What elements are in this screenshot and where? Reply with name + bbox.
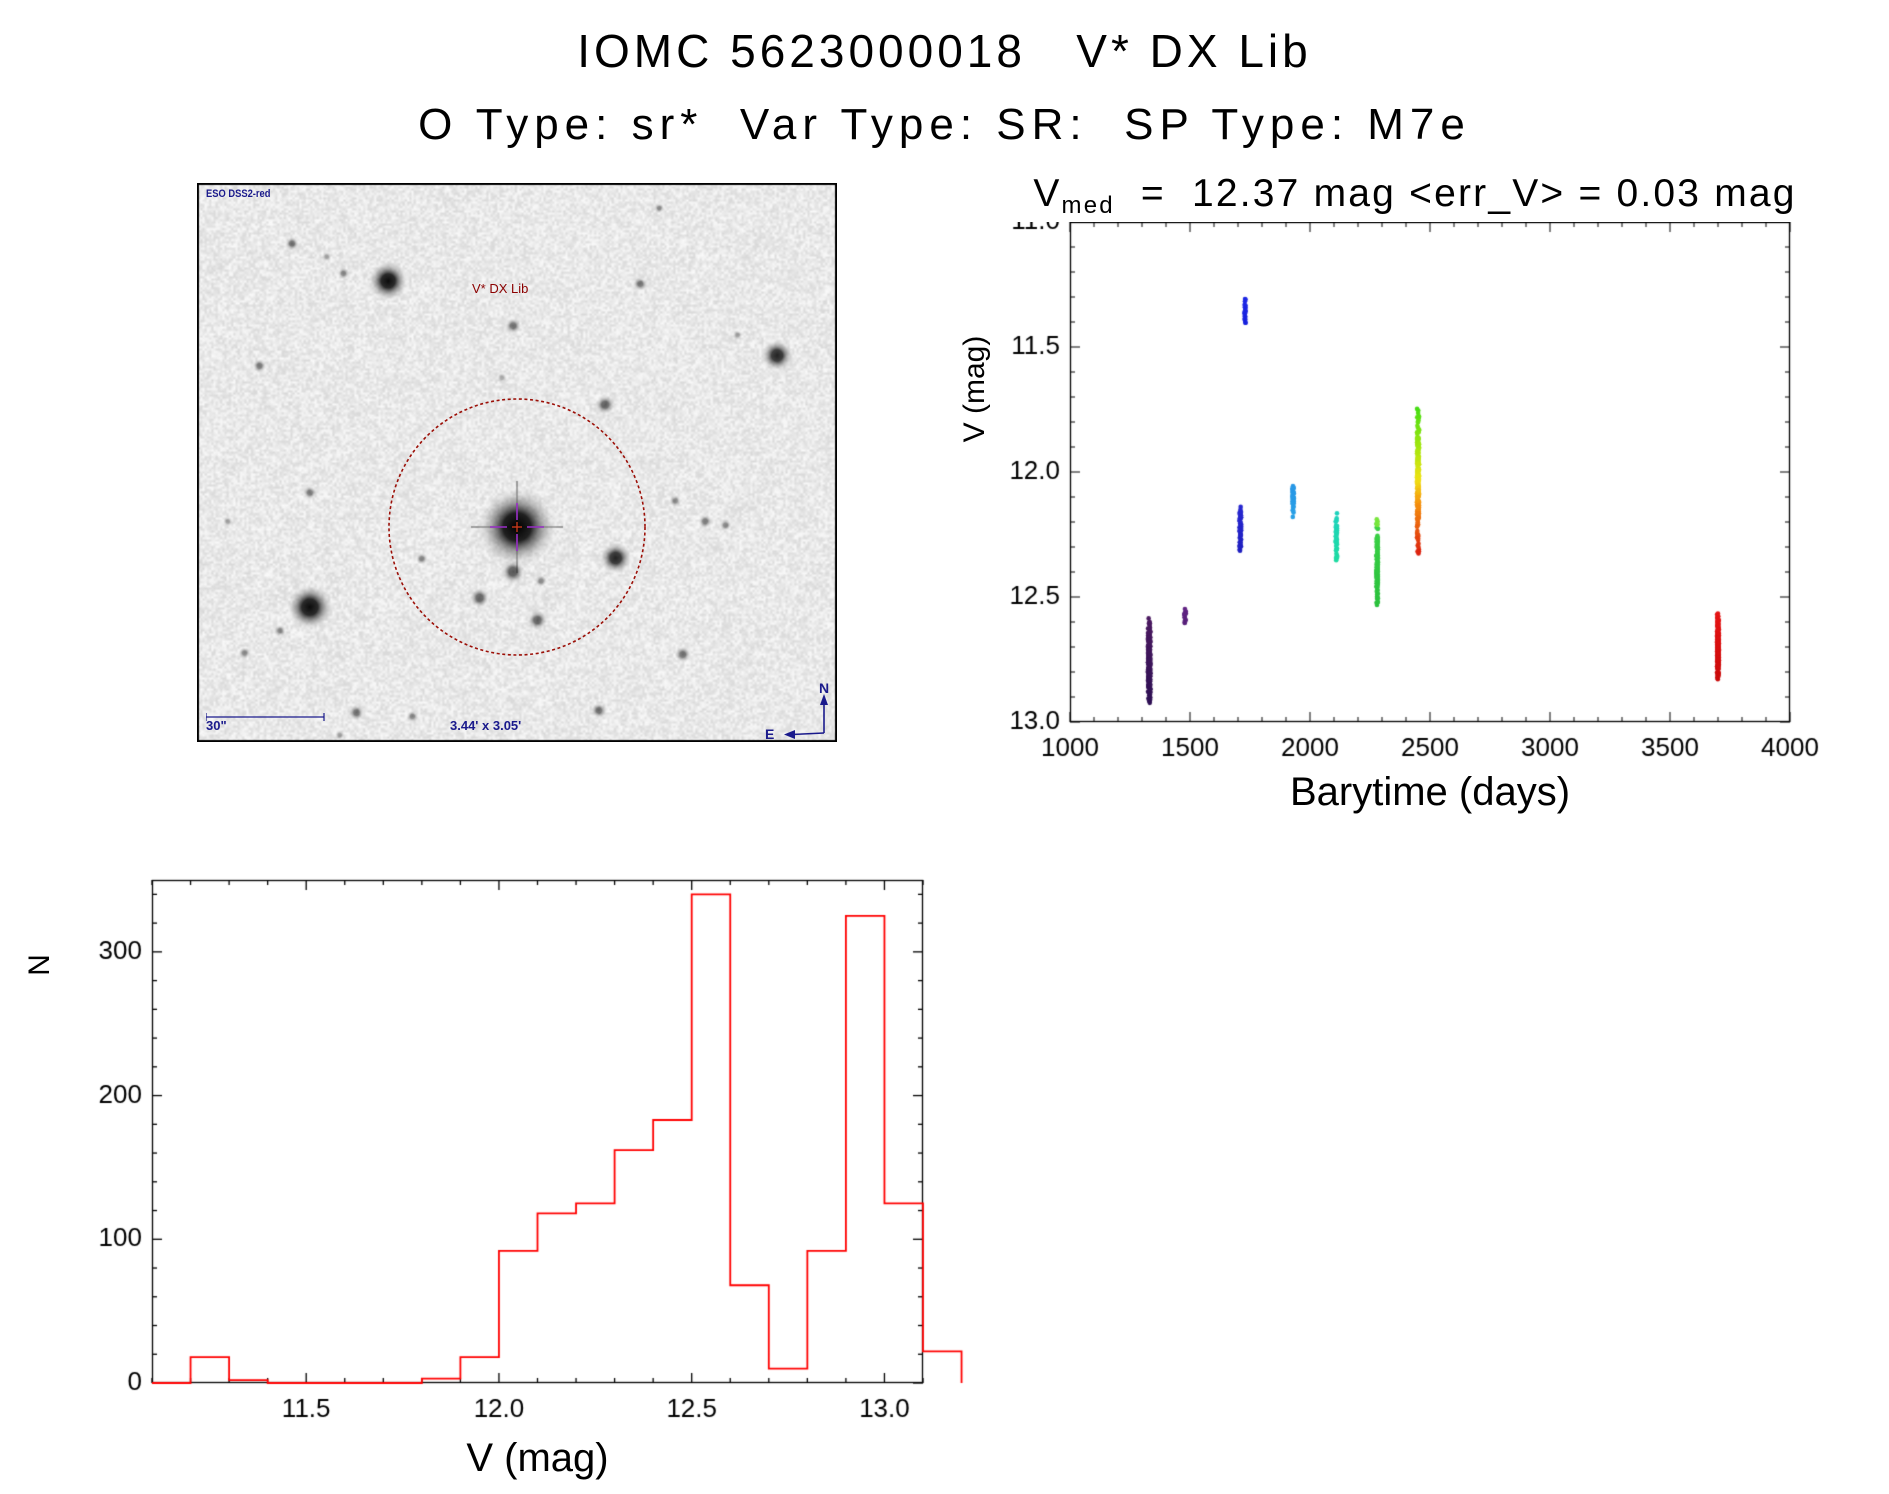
svg-text:E: E <box>765 726 774 742</box>
svg-text:N: N <box>819 680 829 696</box>
